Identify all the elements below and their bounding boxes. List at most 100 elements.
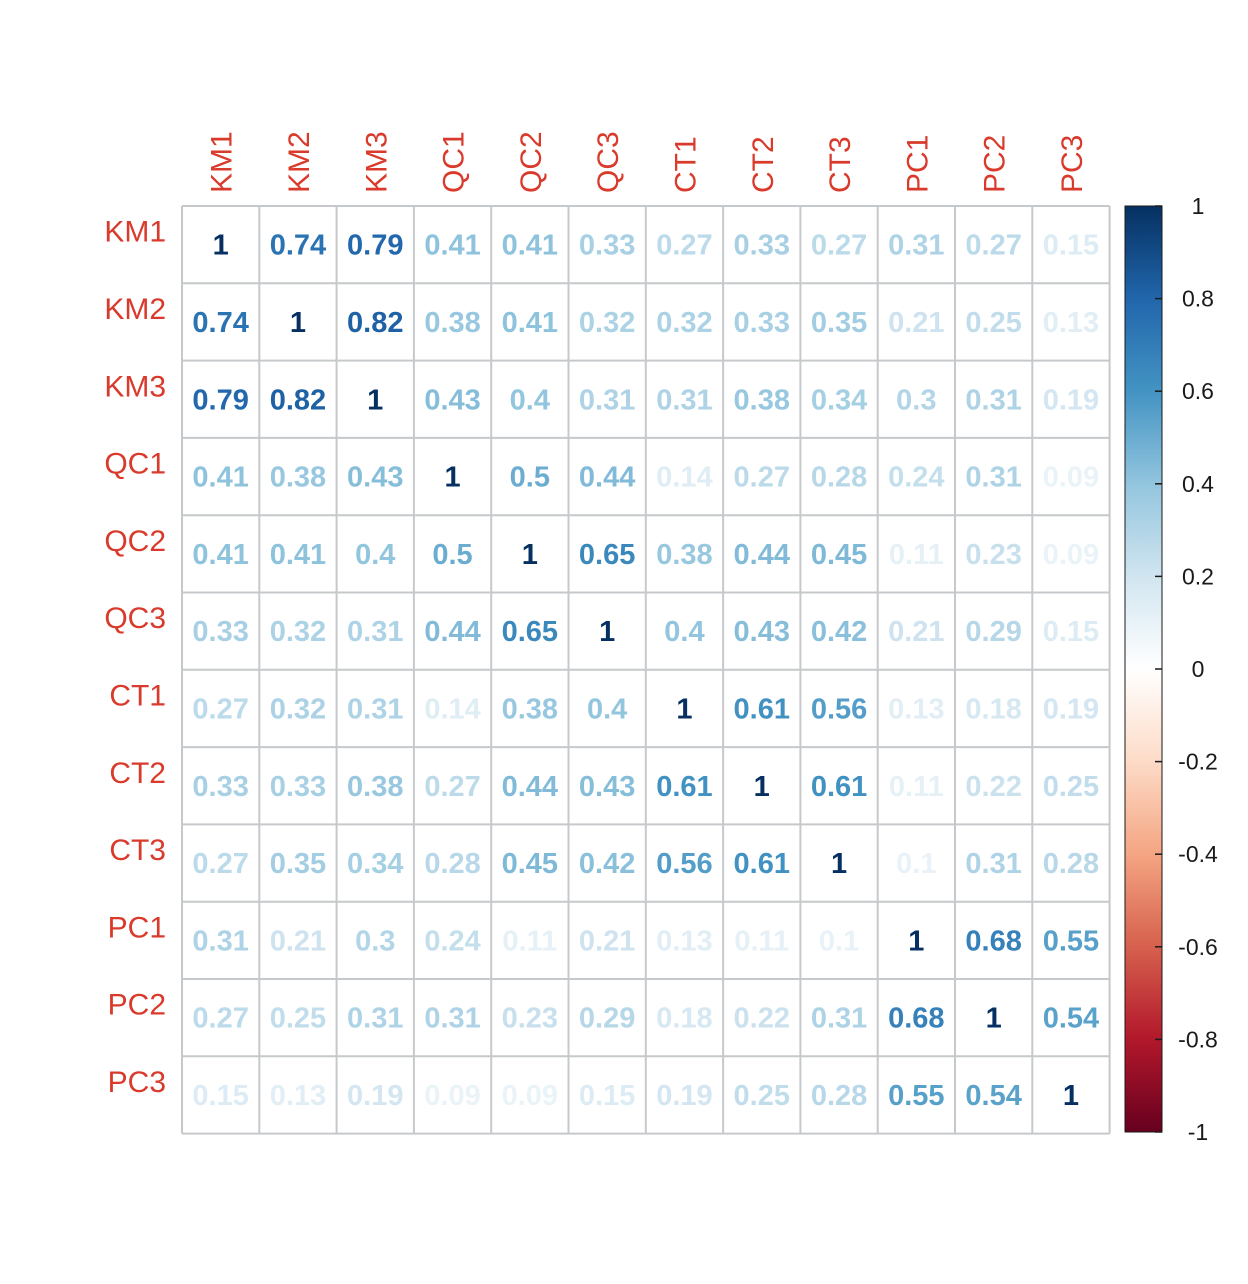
colorbar-tick-label: -0.4 xyxy=(1178,841,1218,867)
cell-value-ct1-pc1: 0.13 xyxy=(888,693,944,725)
cell-value-pc3-pc2: 0.54 xyxy=(965,1080,1021,1112)
cell-value-km1-pc3: 0.15 xyxy=(1043,230,1099,262)
cell-value-pc2-pc1: 0.68 xyxy=(888,1003,944,1035)
cell-value-km2-qc3: 0.32 xyxy=(579,307,635,339)
cell-value-ct3-qc3: 0.42 xyxy=(579,848,635,880)
cell-value-km3-km2: 0.82 xyxy=(270,384,326,416)
cell-value-qc1-pc2: 0.31 xyxy=(965,462,1021,494)
cell-value-pc3-qc1: 0.09 xyxy=(424,1080,480,1112)
cell-value-ct2-km1: 0.33 xyxy=(192,771,248,803)
row-label-ct3: CT3 xyxy=(109,834,166,867)
cell-value-qc3-ct2: 0.43 xyxy=(734,616,790,648)
cell-value-km2-qc2: 0.41 xyxy=(502,307,558,339)
cell-value-ct3-pc2: 0.31 xyxy=(965,848,1021,880)
cell-value-km1-km2: 0.74 xyxy=(270,230,326,262)
cell-value-qc2-km1: 0.41 xyxy=(192,539,248,571)
cell-value-ct3-ct3: 1 xyxy=(831,848,847,880)
cell-value-qc1-qc1: 1 xyxy=(444,462,460,494)
cell-value-ct1-qc3: 0.4 xyxy=(587,693,627,725)
colorbar: 1 0.8 0.6 0.4 0.2 0 -0.2 -0.4 -0.6 -0.8 -1 xyxy=(1124,193,1218,1145)
grid-lines xyxy=(181,205,1111,1135)
cell-value-pc1-km3: 0.3 xyxy=(355,925,395,957)
cell-value-qc1-pc1: 0.24 xyxy=(888,462,944,494)
cell-value-ct2-qc3: 0.43 xyxy=(579,771,635,803)
cell-value-qc3-pc3: 0.15 xyxy=(1043,616,1099,648)
row-label-pc3: PC3 xyxy=(108,1066,166,1099)
cell-value-qc1-ct2: 0.27 xyxy=(734,462,790,494)
column-label-ct3: CT3 xyxy=(824,136,857,193)
cell-value-pc1-pc3: 0.55 xyxy=(1043,925,1099,957)
row-label-pc1: PC1 xyxy=(108,911,166,944)
column-labels: KM1 KM2 KM3 QC1 QC2 QC3 CT1 CT2 CT3 PC1 PC2 PC3 xyxy=(206,131,1089,193)
cell-value-qc1-km3: 0.43 xyxy=(347,462,403,494)
cell-value-pc2-km2: 0.25 xyxy=(270,1003,326,1035)
cell-value-km1-ct1: 0.27 xyxy=(656,230,712,262)
cell-value-km3-ct3: 0.34 xyxy=(811,384,867,416)
cell-value-pc1-qc3: 0.21 xyxy=(579,925,635,957)
cell-value-km2-pc3: 0.13 xyxy=(1043,307,1099,339)
cell-value-ct1-km1: 0.27 xyxy=(192,693,248,725)
cell-value-km2-ct1: 0.32 xyxy=(656,307,712,339)
cell-value-ct2-pc2: 0.22 xyxy=(965,771,1021,803)
cell-value-km2-km2: 1 xyxy=(290,307,306,339)
column-label-km1: KM1 xyxy=(206,131,239,193)
cell-value-pc1-qc1: 0.24 xyxy=(424,925,480,957)
column-label-ct2: CT2 xyxy=(747,136,780,193)
cell-value-km2-pc2: 0.25 xyxy=(965,307,1021,339)
cell-value-km1-qc3: 0.33 xyxy=(579,230,635,262)
cell-value-pc2-ct3: 0.31 xyxy=(811,1003,867,1035)
cell-value-pc2-pc2: 1 xyxy=(986,1003,1002,1035)
cell-value-qc3-km3: 0.31 xyxy=(347,616,403,648)
cell-value-qc2-pc1: 0.11 xyxy=(889,539,944,571)
cell-value-qc3-pc1: 0.21 xyxy=(888,616,944,648)
cell-value-pc2-qc1: 0.31 xyxy=(424,1003,480,1035)
cell-value-ct1-km3: 0.31 xyxy=(347,693,403,725)
cell-value-pc3-km1: 0.15 xyxy=(192,1080,248,1112)
cell-value-qc2-km2: 0.41 xyxy=(270,539,326,571)
cell-value-ct2-km3: 0.38 xyxy=(347,771,403,803)
colorbar-tick-label: 0.2 xyxy=(1182,563,1214,589)
cell-value-qc3-qc2: 0.65 xyxy=(502,616,558,648)
column-label-qc1: QC1 xyxy=(438,131,471,193)
cell-value-km3-km1: 0.79 xyxy=(192,384,248,416)
cell-value-qc3-ct3: 0.42 xyxy=(811,616,867,648)
row-label-km3: KM3 xyxy=(104,370,166,403)
cell-value-pc3-pc1: 0.55 xyxy=(888,1080,944,1112)
cell-value-pc1-km1: 0.31 xyxy=(192,925,248,957)
cell-value-ct2-ct3: 0.61 xyxy=(811,771,867,803)
colorbar-tick-label: -0.8 xyxy=(1178,1026,1218,1052)
cell-value-km3-pc3: 0.19 xyxy=(1043,384,1099,416)
cell-value-pc1-km2: 0.21 xyxy=(270,925,326,957)
cell-value-pc3-pc3: 1 xyxy=(1063,1080,1079,1112)
cell-value-pc3-ct3: 0.28 xyxy=(811,1080,867,1112)
cell-value-ct3-pc1: 0.1 xyxy=(896,848,936,880)
cell-value-km3-pc2: 0.31 xyxy=(965,384,1021,416)
cell-value-km3-ct2: 0.38 xyxy=(734,384,790,416)
cell-value-qc1-km1: 0.41 xyxy=(192,462,248,494)
cell-value-ct2-qc1: 0.27 xyxy=(424,771,480,803)
cell-value-qc3-qc1: 0.44 xyxy=(424,616,480,648)
cell-value-ct1-qc2: 0.38 xyxy=(502,693,558,725)
cell-value-km1-pc2: 0.27 xyxy=(965,230,1021,262)
cell-value-pc2-ct2: 0.22 xyxy=(734,1003,790,1035)
cell-value-qc3-km1: 0.33 xyxy=(192,616,248,648)
cell-value-km1-ct3: 0.27 xyxy=(811,230,867,262)
cell-value-ct3-km3: 0.34 xyxy=(347,848,403,880)
cell-value-km2-km1: 0.74 xyxy=(192,307,248,339)
cell-value-pc3-ct1: 0.19 xyxy=(656,1080,712,1112)
row-label-km1: KM1 xyxy=(104,216,166,249)
cell-value-pc2-km1: 0.27 xyxy=(192,1003,248,1035)
cell-value-km1-km3: 0.79 xyxy=(347,230,403,262)
cell-value-km3-ct1: 0.31 xyxy=(656,384,712,416)
cell-value-km1-qc1: 0.41 xyxy=(424,230,480,262)
cell-value-km3-pc1: 0.3 xyxy=(896,384,936,416)
cell-value-ct2-qc2: 0.44 xyxy=(502,771,558,803)
cell-value-pc2-qc2: 0.23 xyxy=(502,1003,558,1035)
cell-value-pc2-pc3: 0.54 xyxy=(1043,1003,1099,1035)
colorbar-tick-label: 0.4 xyxy=(1182,471,1214,497)
cell-value-qc1-qc2: 0.5 xyxy=(510,462,550,494)
column-label-qc2: QC2 xyxy=(515,131,548,193)
cell-value-ct2-km2: 0.33 xyxy=(270,771,326,803)
cell-value-qc2-pc3: 0.09 xyxy=(1043,539,1099,571)
